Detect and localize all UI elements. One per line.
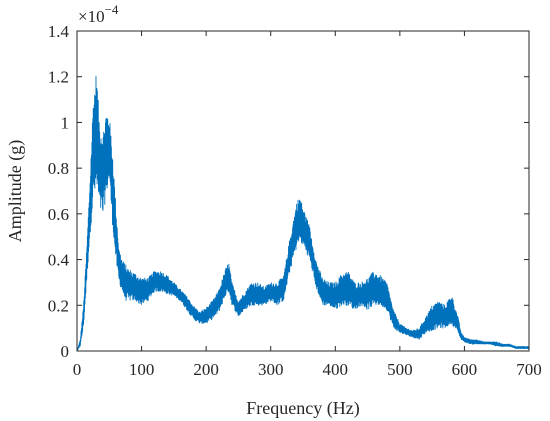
y-exponent-label: ×10−4 <box>78 2 119 26</box>
x-tick-label: 0 <box>73 360 82 379</box>
y-tick-label: 0.2 <box>48 296 69 315</box>
y-tick-label: 0.4 <box>48 251 70 270</box>
x-tick-label: 200 <box>193 360 219 379</box>
y-tick-label: 0 <box>61 342 70 361</box>
series-line <box>76 75 530 352</box>
x-tick-label: 600 <box>452 360 478 379</box>
y-tick-label: 1.2 <box>48 68 69 87</box>
plot-box <box>76 30 530 352</box>
y-axis: 0 0.2 0.4 0.6 0.8 1 1.2 1.4 <box>48 22 529 361</box>
x-tick-label: 300 <box>258 360 284 379</box>
x-tick-label: 500 <box>387 360 413 379</box>
x-tick-label: 700 <box>516 360 542 379</box>
y-tick-label: 0.8 <box>48 159 69 178</box>
y-axis-title: Amplitude (g) <box>5 140 26 242</box>
y-tick-label: 1.4 <box>48 22 70 41</box>
x-axis-title: Frequency (Hz) <box>246 398 359 419</box>
x-axis: 0 100 200 300 400 500 600 700 <box>73 31 542 379</box>
y-exponent-power: −4 <box>105 2 119 17</box>
plot-background <box>77 31 529 351</box>
series-layer <box>76 75 530 352</box>
y-tick-label: 0.6 <box>48 205 69 224</box>
y-tick-label: 1 <box>61 113 70 132</box>
y-exponent-base: ×10 <box>78 7 105 26</box>
x-tick-label: 100 <box>129 360 155 379</box>
x-tick-label: 400 <box>323 360 349 379</box>
